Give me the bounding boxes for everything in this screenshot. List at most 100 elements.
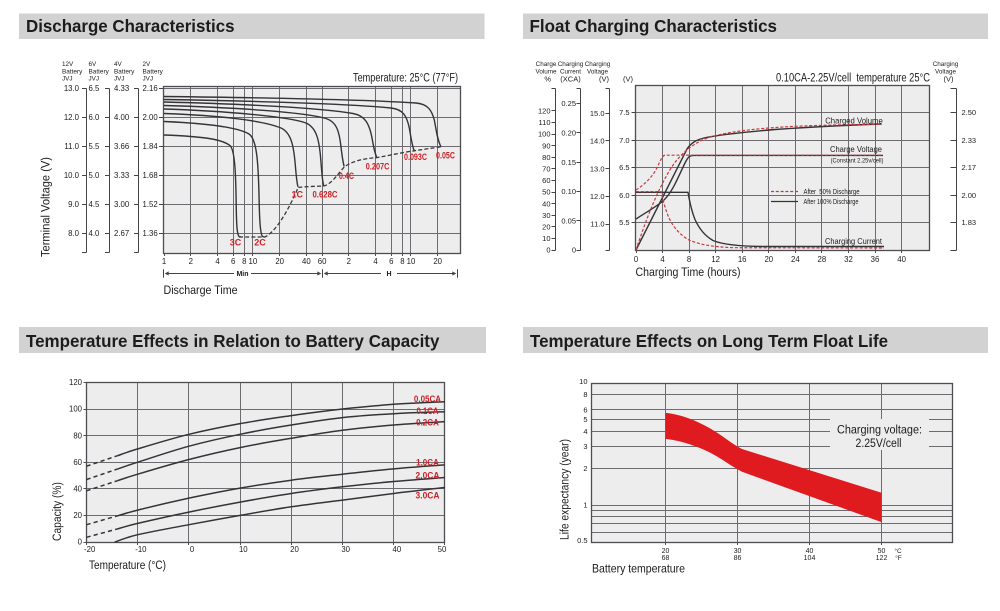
svg-text:1.83: 1.83: [962, 218, 977, 227]
svg-text:0.25: 0.25: [561, 99, 576, 108]
svg-text:30: 30: [734, 548, 742, 555]
svg-text:40: 40: [806, 548, 814, 555]
svg-text:Battery: Battery: [114, 68, 135, 75]
svg-text:30: 30: [542, 211, 550, 220]
svg-text:0.093C: 0.093C: [404, 152, 427, 162]
svg-text:20: 20: [275, 257, 284, 266]
svg-text:3C: 3C: [230, 237, 242, 247]
svg-text:3.0CA: 3.0CA: [416, 491, 440, 501]
svg-text:Battery: Battery: [89, 68, 110, 75]
svg-text:2.25V/cell: 2.25V/cell: [856, 436, 902, 450]
svg-text:20: 20: [73, 511, 82, 520]
svg-text:(Constant 2.25v/cell): (Constant 2.25v/cell): [831, 158, 884, 165]
svg-text:8: 8: [687, 255, 691, 264]
svg-text:2C: 2C: [254, 237, 266, 247]
svg-text:20: 20: [290, 545, 299, 554]
svg-text:122: 122: [876, 555, 888, 562]
svg-text:20: 20: [764, 255, 773, 264]
svg-text:6: 6: [583, 405, 587, 414]
svg-text:120: 120: [538, 107, 551, 116]
svg-text:Battery: Battery: [143, 68, 164, 75]
svg-text:Charged Volume: Charged Volume: [825, 115, 883, 125]
svg-text:40: 40: [542, 199, 550, 208]
svg-text:8: 8: [400, 257, 404, 266]
svg-text:110: 110: [539, 118, 551, 127]
svg-text:2: 2: [347, 257, 351, 266]
svg-text:14.0: 14.0: [590, 137, 605, 146]
svg-text:12: 12: [711, 255, 720, 264]
svg-text:°F: °F: [895, 554, 902, 562]
svg-text:5.0: 5.0: [89, 171, 101, 180]
svg-text:16: 16: [738, 255, 747, 264]
svg-text:%: %: [544, 74, 551, 83]
svg-text:Current: Current: [560, 69, 581, 76]
svg-text:100: 100: [538, 130, 551, 139]
svg-text:H: H: [386, 271, 391, 278]
svg-text:(V): (V): [623, 74, 634, 83]
svg-text:1: 1: [162, 257, 166, 266]
svg-text:12V: 12V: [62, 61, 74, 68]
svg-text:9.0: 9.0: [68, 200, 80, 209]
svg-text:90: 90: [542, 141, 550, 150]
svg-text:Charging: Charging: [933, 61, 959, 68]
svg-text:0.20: 0.20: [561, 129, 576, 138]
svg-text:2.67: 2.67: [114, 229, 129, 238]
svg-text:Capacity (%): Capacity (%): [52, 482, 64, 541]
svg-text:100: 100: [69, 405, 83, 414]
svg-text:0.05C: 0.05C: [436, 151, 455, 161]
svg-text:10: 10: [579, 377, 587, 386]
svg-text:4.5: 4.5: [89, 200, 101, 209]
svg-text:6: 6: [389, 257, 393, 266]
svg-text:1.84: 1.84: [143, 142, 159, 151]
svg-text:0.628C: 0.628C: [313, 189, 338, 199]
svg-text:12.0: 12.0: [64, 113, 80, 122]
svg-text:20: 20: [433, 257, 442, 266]
svg-text:4: 4: [583, 427, 587, 436]
svg-text:2.0CA: 2.0CA: [416, 470, 440, 480]
svg-text:8: 8: [242, 257, 246, 266]
svg-text:40: 40: [897, 255, 906, 264]
svg-text:60: 60: [318, 257, 327, 266]
svg-text:Discharge Characteristics: Discharge Characteristics: [26, 16, 235, 36]
svg-text:4.00: 4.00: [114, 113, 130, 122]
svg-text:(V): (V): [944, 74, 955, 83]
svg-text:Min: Min: [236, 271, 248, 278]
svg-text:50: 50: [438, 545, 447, 554]
svg-text:4: 4: [373, 257, 378, 266]
svg-text:2.00: 2.00: [143, 113, 159, 122]
svg-text:70: 70: [542, 165, 550, 174]
svg-text:2: 2: [583, 464, 587, 473]
svg-text:0.4C: 0.4C: [339, 171, 355, 181]
svg-text:0.1CA: 0.1CA: [417, 406, 439, 416]
svg-text:6.0: 6.0: [619, 191, 629, 200]
svg-text:0.10: 0.10: [561, 187, 576, 196]
svg-text:Battery: Battery: [62, 68, 83, 75]
svg-text:2.17: 2.17: [962, 163, 977, 172]
svg-text:80: 80: [542, 153, 550, 162]
svg-text:Battery temperature: Battery temperature: [592, 562, 685, 576]
svg-text:4.33: 4.33: [114, 84, 129, 93]
svg-text:40: 40: [393, 545, 402, 554]
svg-text:Charging: Charging: [585, 61, 611, 68]
svg-text:0: 0: [546, 246, 550, 255]
svg-text:50: 50: [542, 188, 550, 197]
svg-text:7.5: 7.5: [619, 108, 629, 117]
svg-text:Charge: Charge: [536, 61, 557, 68]
svg-text:11.0: 11.0: [590, 220, 604, 229]
svg-text:10: 10: [239, 545, 248, 554]
svg-text:68: 68: [662, 555, 670, 562]
svg-text:2.50: 2.50: [962, 108, 977, 117]
svg-text:Life expectancy (year): Life expectancy (year): [560, 439, 572, 540]
svg-text:3.66: 3.66: [114, 142, 129, 151]
svg-text:5.5: 5.5: [89, 142, 101, 151]
svg-text:Charging Time (hours): Charging Time (hours): [636, 265, 741, 279]
svg-text:2.00: 2.00: [962, 191, 977, 200]
svg-text:0: 0: [634, 255, 639, 264]
svg-text:6.5: 6.5: [89, 84, 101, 93]
svg-text:Discharge Time: Discharge Time: [164, 283, 238, 297]
svg-text:0: 0: [190, 545, 195, 554]
svg-text:0: 0: [572, 246, 576, 255]
svg-text:4: 4: [660, 255, 665, 264]
svg-text:7.0: 7.0: [619, 136, 629, 145]
svg-text:8: 8: [583, 390, 587, 399]
